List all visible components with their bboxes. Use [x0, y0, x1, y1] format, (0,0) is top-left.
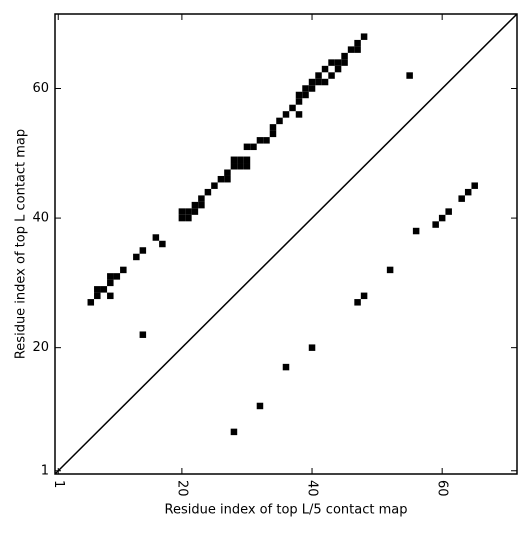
contact-point [347, 46, 355, 53]
contact-point [386, 266, 394, 274]
contact-point [100, 286, 108, 293]
contact-point [282, 363, 290, 371]
contact-point [406, 72, 413, 79]
contact-point [315, 78, 322, 86]
contact-point [321, 78, 329, 86]
contact-point [360, 33, 368, 40]
contact-point [308, 85, 316, 92]
contact-point [230, 156, 238, 164]
contact-point [256, 137, 264, 144]
contact-point [224, 175, 231, 183]
contact-point [94, 286, 101, 293]
contact-point [276, 117, 283, 125]
contact-point [243, 143, 251, 151]
contact-point [107, 292, 114, 300]
contact-point [237, 156, 244, 164]
contact-point [269, 124, 277, 131]
contact-point [159, 240, 166, 248]
contact-point [120, 266, 127, 274]
contact-point [198, 201, 205, 209]
y-tick-label: 40 [32, 211, 49, 226]
contact-point [328, 59, 335, 66]
contact-point [211, 182, 218, 189]
contact-point [152, 234, 160, 241]
contact-point [432, 221, 439, 228]
contact-point [230, 163, 238, 170]
contact-point [295, 98, 303, 105]
contact-point [178, 214, 186, 222]
contact-point [87, 299, 95, 306]
contact-point [334, 59, 342, 66]
contact-point [341, 59, 348, 66]
contact-point [295, 111, 303, 118]
contact-point [198, 195, 205, 202]
y-tick-label: 60 [32, 81, 49, 96]
contact-point [438, 214, 446, 222]
y-tick-label: 1 [41, 463, 49, 478]
contact-point [224, 169, 231, 176]
contact-point [178, 208, 186, 215]
contact-point [289, 104, 296, 112]
contact-point [217, 175, 225, 183]
contact-point [185, 208, 192, 215]
contact-point [107, 273, 114, 280]
x-tick-label: 1 [51, 480, 66, 488]
contact-point [185, 214, 192, 222]
contact-point [464, 188, 472, 196]
contact-point [243, 163, 251, 170]
contact-point [139, 247, 147, 254]
contact-point [107, 279, 114, 287]
contact-point [295, 91, 303, 99]
y-axis-label: Residue index of top L contact map [14, 129, 29, 359]
contact-point [315, 72, 322, 79]
contact-point [237, 163, 244, 170]
contact-point [341, 52, 348, 60]
contact-point [354, 299, 361, 306]
x-tick-label: 20 [174, 480, 189, 497]
contact-point [243, 156, 251, 164]
contact-point [354, 46, 361, 53]
contact-point [269, 130, 277, 138]
contact-point [328, 72, 335, 79]
contact-point [302, 91, 309, 99]
contact-point [458, 195, 465, 202]
x-axis-label: Residue index of top L/5 contact map [165, 503, 408, 518]
contact-point [282, 111, 290, 118]
contact-point [334, 65, 342, 73]
contact-point [302, 85, 309, 92]
contact-point [94, 292, 101, 300]
contact-point [471, 182, 478, 189]
contact-point [113, 273, 121, 280]
contact-point [412, 227, 420, 235]
contact-point [256, 402, 264, 410]
plot-frame [54, 13, 518, 475]
contact-point [133, 253, 140, 261]
contact-point [321, 65, 329, 73]
contact-point [191, 201, 199, 209]
contact-point [263, 137, 270, 144]
contact-point [230, 428, 238, 436]
y-tick-label: 20 [32, 340, 49, 355]
contact-point [250, 143, 257, 151]
diagonal [54, 13, 518, 475]
contact-point [204, 188, 212, 196]
contact-point [360, 292, 368, 300]
contact-point [445, 208, 452, 215]
contact-point [308, 344, 316, 351]
x-tick-label: 60 [435, 480, 450, 497]
contact-point [354, 39, 361, 47]
contact-point [139, 331, 147, 338]
contact-point [191, 208, 199, 215]
x-tick-label: 40 [305, 480, 320, 497]
contact-point [308, 78, 316, 86]
